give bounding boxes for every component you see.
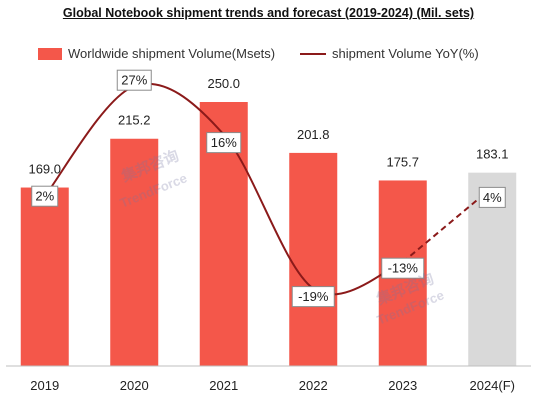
bar-2022 [289, 152, 338, 366]
bar-value-label-2024(F): 183.1 [476, 147, 509, 162]
yoy-label-box-2021 [206, 132, 242, 154]
chart-title: Global Notebook shipment trends and fore… [62, 6, 475, 20]
bar-value-label-2022: 201.8 [297, 127, 330, 142]
legend-bar-swatch [38, 47, 62, 60]
yoy-label-box-2023 [381, 257, 425, 279]
yoy-label-box-2020 [116, 69, 152, 91]
yoy-label-2020: 27% [121, 73, 147, 88]
legend-item-bar: Worldwide shipment Volume(Msets) [38, 46, 275, 61]
x-tick-label-2021: 2021 [209, 378, 238, 393]
legend-line-swatch [300, 52, 326, 55]
yoy-label-box-2022 [291, 286, 335, 308]
bar-value-label-2023: 175.7 [386, 154, 419, 169]
yoy-label-box-2019 [31, 185, 59, 207]
x-tick-label-2020: 2020 [120, 378, 149, 393]
legend-bar-label: Worldwide shipment Volume(Msets) [68, 46, 276, 61]
x-tick-label-2023: 2023 [388, 378, 417, 393]
x-tick-label-2019: 2019 [30, 378, 59, 393]
bar-value-label-2020: 215.2 [118, 113, 151, 128]
x-tick-label-2022: 2022 [299, 378, 328, 393]
yoy-label-box-2024(F) [478, 186, 506, 208]
yoy-label-2024(F): 4% [483, 190, 502, 205]
bar-2019 [20, 187, 69, 366]
bar-2020 [110, 138, 159, 366]
bar-value-label-2021: 250.0 [207, 76, 240, 91]
legend-line-label: shipment Volume YoY(%) [332, 46, 479, 61]
yoy-label-2022: -19% [298, 289, 329, 304]
legend: Worldwide shipment Volume(Msets) shipmen… [38, 46, 518, 68]
yoy-label-2023: -13% [388, 261, 419, 276]
yoy-label-2021: 16% [211, 135, 237, 150]
yoy-label-2019: 2% [35, 189, 54, 204]
legend-item-line: shipment Volume YoY(%) [300, 46, 479, 61]
bar-value-label-2019: 169.0 [28, 162, 61, 177]
x-tick-label-2024(F): 2024(F) [469, 378, 515, 393]
